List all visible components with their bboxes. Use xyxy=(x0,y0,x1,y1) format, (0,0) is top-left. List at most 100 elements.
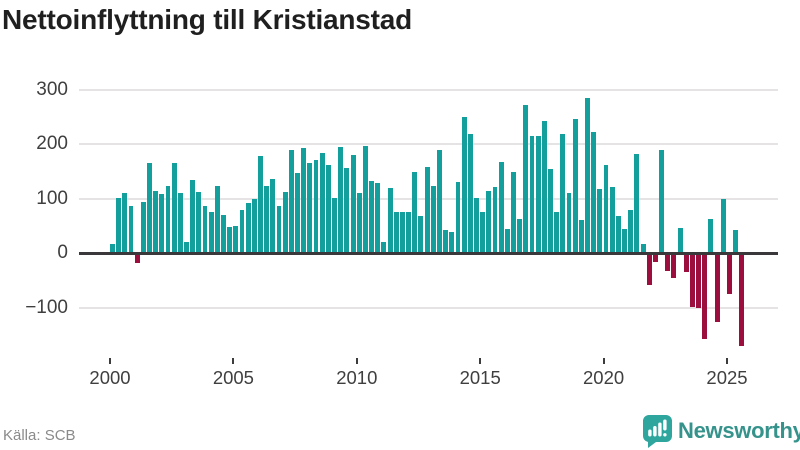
bar xyxy=(258,156,263,254)
x-axis-tick xyxy=(355,358,358,364)
x-axis-tick-label: 2000 xyxy=(89,367,131,388)
bar xyxy=(566,192,572,254)
bar xyxy=(418,215,424,254)
bar xyxy=(159,193,165,254)
bar xyxy=(412,171,418,254)
bar xyxy=(628,209,634,254)
bar xyxy=(140,202,146,254)
bar xyxy=(356,192,362,254)
bar xyxy=(387,187,393,254)
bar xyxy=(443,229,449,254)
x-axis-tick-label: 2025 xyxy=(706,367,748,388)
bar xyxy=(615,215,621,254)
bar xyxy=(190,179,196,254)
x-axis-tick-label: 2015 xyxy=(459,367,501,388)
bar xyxy=(560,134,566,254)
bar xyxy=(696,254,702,309)
bar xyxy=(677,227,683,254)
bar xyxy=(227,227,233,254)
bar xyxy=(467,133,473,254)
bar xyxy=(708,219,714,254)
bar xyxy=(202,205,208,254)
bar xyxy=(523,105,529,254)
bar xyxy=(609,187,615,254)
bar xyxy=(122,192,128,254)
bar xyxy=(134,254,140,263)
source-label: Källa: SCB xyxy=(3,427,76,444)
bar xyxy=(264,186,270,254)
bar xyxy=(640,244,646,254)
bar xyxy=(177,192,183,254)
bar xyxy=(739,254,745,347)
bar xyxy=(529,135,535,254)
bar xyxy=(221,215,226,254)
bar xyxy=(369,180,375,254)
bar xyxy=(313,159,319,254)
bar xyxy=(245,202,251,254)
bar xyxy=(251,198,257,254)
bar xyxy=(541,121,547,254)
bar xyxy=(455,181,461,254)
bar xyxy=(554,211,560,254)
bar xyxy=(393,212,399,254)
bar xyxy=(702,254,708,339)
y-axis-tick-label: 300 xyxy=(36,79,68,100)
y-gridline xyxy=(79,89,778,91)
bar xyxy=(239,209,245,254)
bar xyxy=(344,168,350,254)
bar xyxy=(652,254,658,262)
bar xyxy=(338,147,344,254)
bar xyxy=(399,211,405,254)
bar xyxy=(646,254,652,285)
bar xyxy=(504,229,510,254)
bar xyxy=(498,161,504,254)
bar xyxy=(578,219,584,254)
bar xyxy=(171,162,177,254)
bar xyxy=(634,153,640,254)
bar xyxy=(362,146,368,254)
bar xyxy=(585,98,590,254)
newsworthy-wordmark: Newsworthy xyxy=(678,418,800,443)
zero-axis-line xyxy=(79,251,778,255)
bar xyxy=(665,254,671,272)
bar xyxy=(548,168,553,254)
bar xyxy=(184,242,189,254)
bar xyxy=(165,185,171,254)
bar xyxy=(659,150,664,254)
y-axis-tick-label: 200 xyxy=(36,133,68,155)
bar xyxy=(147,162,152,254)
bar xyxy=(214,185,220,254)
chart-title: Nettoinflyttning till Kristianstad xyxy=(2,4,413,35)
bar xyxy=(461,117,467,254)
bar xyxy=(597,189,603,254)
x-axis-tick-label: 2020 xyxy=(583,367,625,388)
y-axis-tick-label: −100 xyxy=(25,296,68,318)
bar xyxy=(350,155,356,254)
bar xyxy=(153,190,159,254)
bar xyxy=(276,206,282,254)
bar xyxy=(208,211,214,254)
bar xyxy=(128,205,134,254)
bar xyxy=(282,191,288,254)
x-axis-tick xyxy=(602,358,605,364)
bar xyxy=(671,254,677,278)
bar xyxy=(591,132,597,254)
bar xyxy=(449,232,455,254)
x-axis-tick xyxy=(479,358,482,364)
bar xyxy=(288,150,294,254)
bar xyxy=(270,178,276,254)
bar xyxy=(683,254,689,273)
bar xyxy=(733,230,739,254)
bar xyxy=(110,243,115,254)
bar xyxy=(720,198,726,254)
y-gridline xyxy=(79,306,778,309)
bar xyxy=(603,164,609,254)
bar xyxy=(726,254,732,295)
bar xyxy=(319,153,325,254)
bar xyxy=(375,182,381,254)
bar xyxy=(474,197,479,254)
x-axis-tick xyxy=(109,358,111,364)
bar xyxy=(622,229,627,254)
y-axis-tick-label: 100 xyxy=(36,187,68,209)
